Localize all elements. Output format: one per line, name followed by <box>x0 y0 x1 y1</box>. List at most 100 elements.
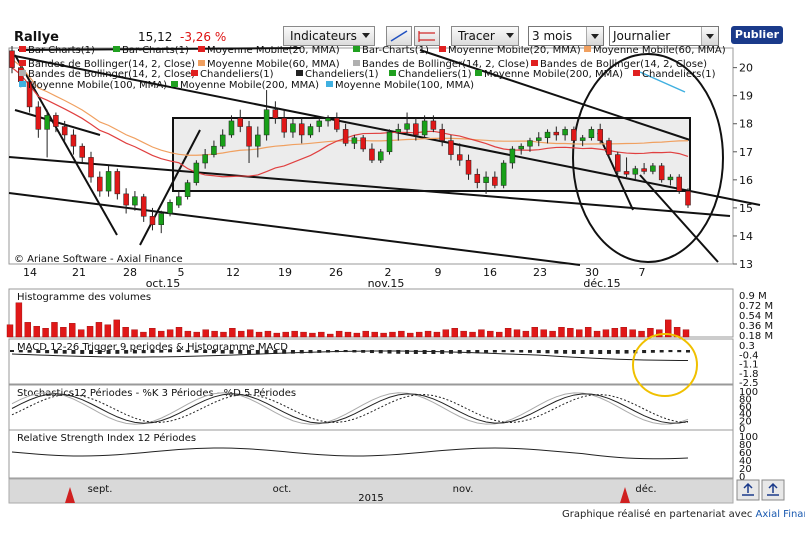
candle-body <box>553 131 560 136</box>
x-month-label: oct.15 <box>146 277 181 290</box>
volume-bar <box>104 324 112 338</box>
candle-body <box>26 81 33 108</box>
candle-body <box>404 123 410 130</box>
candle-body <box>536 137 542 141</box>
macd-histogram-bar <box>132 350 137 354</box>
stochastics-tick-label: 100 <box>739 387 758 398</box>
stochastics-tick-label: 40 <box>739 409 752 420</box>
macd-histogram-bar <box>624 350 629 354</box>
volume-bar <box>424 330 432 338</box>
candle-body <box>44 115 50 130</box>
timeline-bar <box>8 478 734 504</box>
macd-histogram-bar <box>510 350 515 353</box>
candle-body <box>53 115 59 127</box>
stochastics-title: Stochastics12 Périodes - %K 3 Périodes -… <box>17 387 296 399</box>
x-day-tick-label: 5 <box>178 266 185 279</box>
interval-value: Journalier <box>613 29 671 43</box>
volume-bar <box>184 330 192 338</box>
x-day-tick-label: 23 <box>533 266 547 279</box>
trend-line <box>8 192 581 266</box>
period-select[interactable]: 3 mois <box>528 26 604 46</box>
candle-body <box>272 109 279 119</box>
stochastics-tick-label: 20 <box>739 417 752 428</box>
candle-body <box>500 162 507 186</box>
volume-bar <box>558 327 565 338</box>
volume-bar <box>638 330 645 338</box>
candle-body <box>9 50 15 68</box>
publish-button[interactable]: Publier <box>731 26 783 44</box>
volume-bar <box>496 331 503 338</box>
candle-body <box>290 123 296 133</box>
candle-body <box>439 129 445 141</box>
legend-swatch <box>19 60 26 66</box>
volume-bar <box>140 331 147 338</box>
volume-bar <box>229 328 236 338</box>
legend-swatch <box>389 70 396 76</box>
volume-bar <box>131 329 138 338</box>
legend-swatch <box>296 70 303 76</box>
legend-swatch <box>19 70 26 76</box>
trend-line <box>139 129 201 246</box>
draw-button[interactable]: Tracer <box>451 26 519 46</box>
legend-swatch <box>198 46 205 52</box>
moving-average-100-line <box>639 71 686 93</box>
macd-histogram-bar <box>290 350 295 354</box>
candle-body <box>369 148 375 161</box>
stochastics-tick-label: 0 <box>739 424 745 435</box>
macd-histogram-bar <box>387 350 392 354</box>
y-tick-label: 16 <box>739 174 753 187</box>
macd-histogram-bar <box>247 350 252 354</box>
candle-body <box>456 154 463 161</box>
macd-histogram-bar <box>299 350 304 354</box>
volume-bar <box>540 329 547 338</box>
volume-bar <box>318 331 325 338</box>
volume-tick-label: 0.72 M <box>739 301 773 312</box>
macd-histogram-bar <box>203 350 208 354</box>
volume-bar <box>60 327 67 338</box>
macd-histogram-bar <box>282 350 287 354</box>
volume-bar <box>113 319 120 338</box>
candle-body <box>193 162 200 183</box>
candle-body <box>483 176 489 183</box>
volume-bar <box>264 330 272 338</box>
footer-brand-link[interactable]: Axial Finance <box>755 509 805 520</box>
horizontal-lines-icon <box>418 31 435 42</box>
volume-bar <box>567 328 574 338</box>
candle-body <box>61 126 68 136</box>
macd-histogram-bar <box>229 350 234 354</box>
candle-body <box>377 151 384 161</box>
volume-bar <box>202 329 209 338</box>
volume-bar <box>327 333 334 338</box>
volume-bar <box>300 331 307 338</box>
volume-bar <box>415 331 423 338</box>
candle-body <box>307 126 314 136</box>
x-day-tick-label: 28 <box>123 266 137 279</box>
volume-bar <box>398 330 405 338</box>
moving-average-60-line <box>11 58 689 156</box>
candle-body <box>685 190 691 206</box>
volume-bar <box>371 331 378 338</box>
legend-swatch <box>19 46 26 52</box>
candle-body <box>571 129 577 141</box>
trend-line <box>639 174 719 263</box>
volume-tick-label: 0.9 M <box>739 291 767 302</box>
candle-body <box>70 134 77 147</box>
volume-bar <box>389 331 396 338</box>
volume-bar <box>665 319 672 338</box>
volume-bar <box>95 322 103 338</box>
timeline-month-label: nov. <box>453 484 474 495</box>
draw-line-button[interactable] <box>386 26 412 46</box>
x-day-tick-label: 26 <box>329 266 343 279</box>
volume-bar <box>193 331 200 338</box>
macd-histogram-bar <box>589 350 594 354</box>
rsi-title: Relative Strength Index 12 Périodes <box>17 432 196 444</box>
interval-select[interactable]: Journalier <box>609 26 719 46</box>
volume-bar <box>344 331 352 338</box>
volume-bar <box>362 330 369 338</box>
candle-body <box>176 196 182 206</box>
volume-bar <box>460 330 467 338</box>
draw-channel-button[interactable] <box>414 26 440 46</box>
candle-body <box>527 140 533 147</box>
indicators-button[interactable]: Indicateurs <box>283 26 375 46</box>
